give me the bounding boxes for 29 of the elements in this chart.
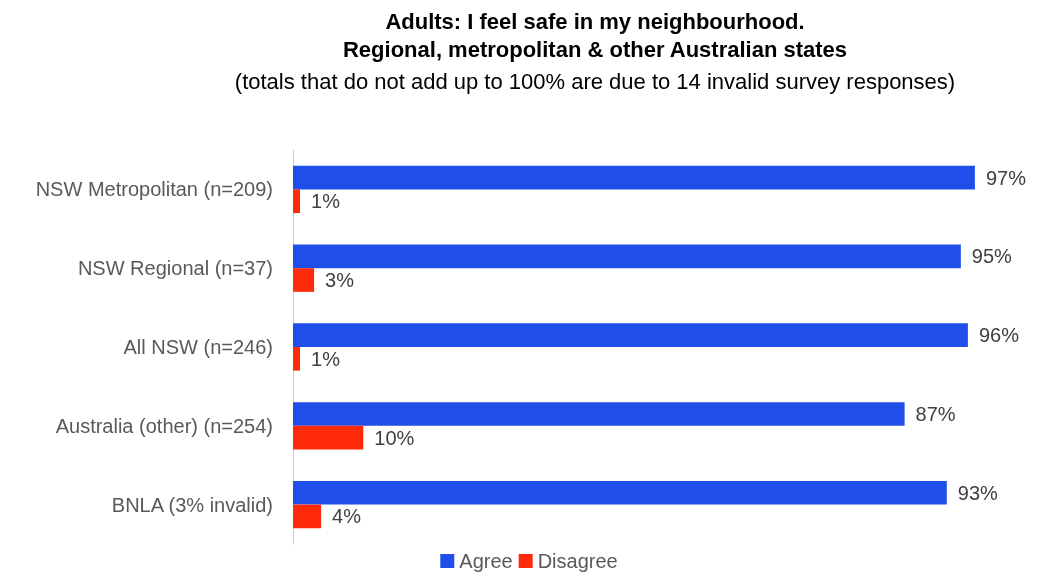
bar xyxy=(293,268,315,292)
y-tick-label: NSW Regional (n=37) xyxy=(77,257,273,280)
bar xyxy=(293,504,322,529)
data-label: 1% xyxy=(311,190,341,213)
data-label: 95% xyxy=(971,245,1013,268)
data-label: 93% xyxy=(957,481,999,504)
y-tick-label: All NSW (n=246) xyxy=(123,336,273,358)
bar xyxy=(293,189,301,214)
legend-label: Disagree xyxy=(537,550,618,572)
bar xyxy=(293,425,364,450)
data-label: 87% xyxy=(915,402,956,425)
chart-subtitle: (totals that do not add up to 100% are due to 14 invalid survey responses) xyxy=(234,68,956,94)
bar xyxy=(293,347,301,371)
data-label: 96% xyxy=(978,324,1020,347)
bar xyxy=(293,323,968,347)
legend-label: Agree xyxy=(459,550,513,572)
bar xyxy=(293,165,975,190)
bar xyxy=(293,480,947,505)
data-label: 10% xyxy=(374,426,415,449)
data-label: 1% xyxy=(311,347,341,370)
y-tick-label: NSW Metropolitan (n=209) xyxy=(35,178,273,201)
data-label: 4% xyxy=(332,505,362,528)
data-label: 97% xyxy=(985,166,1027,189)
bar xyxy=(293,402,905,426)
data-label: 3% xyxy=(325,269,355,292)
y-tick-label: Australia (other) (n=254) xyxy=(55,414,273,437)
y-tick-label: BNLA (3% invalid) xyxy=(111,493,273,516)
bar xyxy=(293,244,961,269)
chart-title: Adults: I feel safe in my neighbourhood. Regional, metropolitan & other Australian states xyxy=(342,8,848,62)
